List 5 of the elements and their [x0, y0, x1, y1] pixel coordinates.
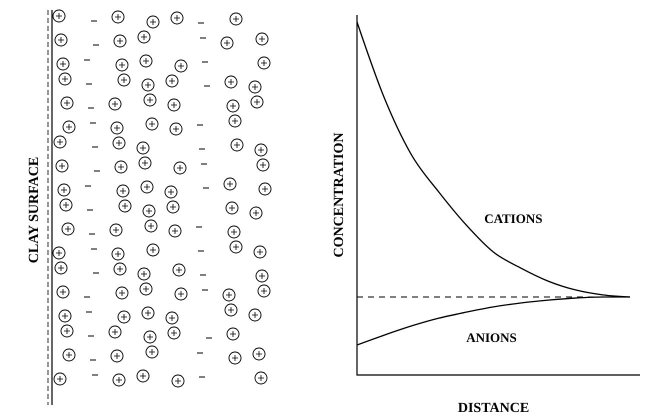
series-label: ANIONS	[466, 330, 517, 346]
text: CLAY SURFACE	[27, 156, 42, 264]
series-label: CATIONS	[484, 210, 542, 226]
y-axis-title: CONCENTRATION	[332, 132, 347, 258]
x-axis-title: DISTANCE	[458, 401, 530, 416]
